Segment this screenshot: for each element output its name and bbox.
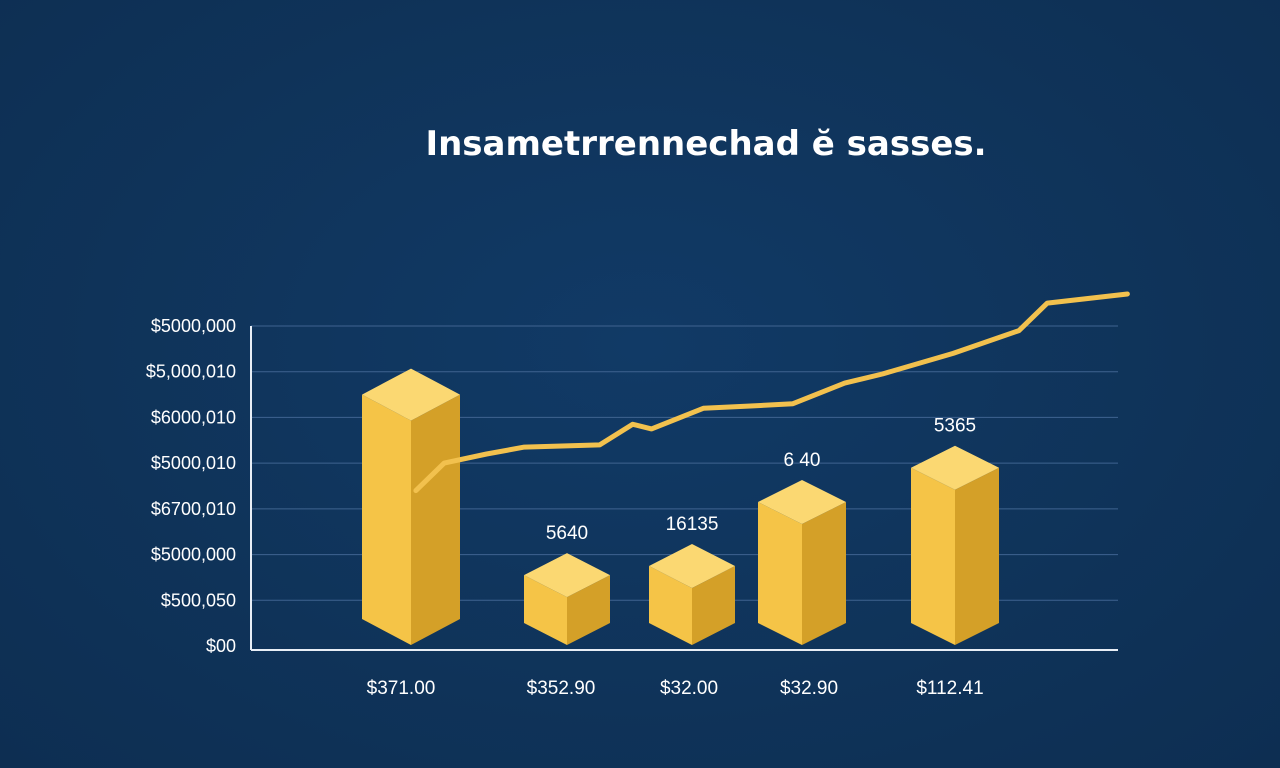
data-label: 6 40 xyxy=(784,450,821,471)
bar xyxy=(758,480,846,645)
bar-right-face xyxy=(567,575,610,645)
bars xyxy=(362,368,999,645)
bar xyxy=(649,544,735,645)
data-label: 5640 xyxy=(546,523,588,544)
bar xyxy=(524,553,610,645)
bar-right-face xyxy=(692,566,735,645)
bar-top-face xyxy=(649,544,735,588)
bar-top-face xyxy=(758,480,846,524)
bar-top-face xyxy=(524,553,610,598)
bar-left-face xyxy=(758,502,802,645)
chart-title: Insametrrennechad ĕ sasses. xyxy=(425,124,986,164)
y-tick-label: $5000,000 xyxy=(151,316,236,336)
x-tick-label: $32.90 xyxy=(780,678,838,699)
bar-left-face xyxy=(649,566,692,645)
x-tick-label: $112.41 xyxy=(916,678,983,699)
y-tick-label: $6000,010 xyxy=(151,407,236,427)
y-tick-label: $5000,000 xyxy=(151,545,236,565)
bar-top-face xyxy=(911,445,999,490)
x-tick-label: $371.00 xyxy=(367,678,436,699)
y-tick-label: $500,050 xyxy=(161,590,236,610)
bar-right-face xyxy=(955,467,999,645)
bar xyxy=(362,368,460,645)
x-tick-label: $32.00 xyxy=(660,678,718,699)
y-tick-label: $5,000,010 xyxy=(146,362,236,382)
data-labels: 5640 16135 6 40 5365 xyxy=(546,416,976,544)
bar-right-face xyxy=(802,502,846,645)
y-axis-ticks: $00 $500,050 $5000,000 $6700,010 $5000,010 $6… xyxy=(146,316,236,656)
bar-top-face xyxy=(362,368,460,421)
trend-line xyxy=(413,291,1130,494)
bar-left-face xyxy=(362,394,411,645)
y-tick-label: $6700,010 xyxy=(151,499,236,519)
data-label: 16135 xyxy=(666,514,719,535)
y-tick-label: $5000,010 xyxy=(151,453,236,473)
bar-left-face xyxy=(911,467,955,645)
y-tick-label: $00 xyxy=(206,636,236,656)
trend-line-group xyxy=(413,291,1130,494)
x-axis-ticks: $371.00 $352.90 $32.00 $32.90 $112.41 xyxy=(367,678,984,699)
bar-left-face xyxy=(524,575,567,645)
x-tick-label: $352.90 xyxy=(527,678,596,699)
data-label: 5365 xyxy=(934,416,976,437)
bar xyxy=(911,445,999,645)
bar-right-face xyxy=(411,394,460,645)
